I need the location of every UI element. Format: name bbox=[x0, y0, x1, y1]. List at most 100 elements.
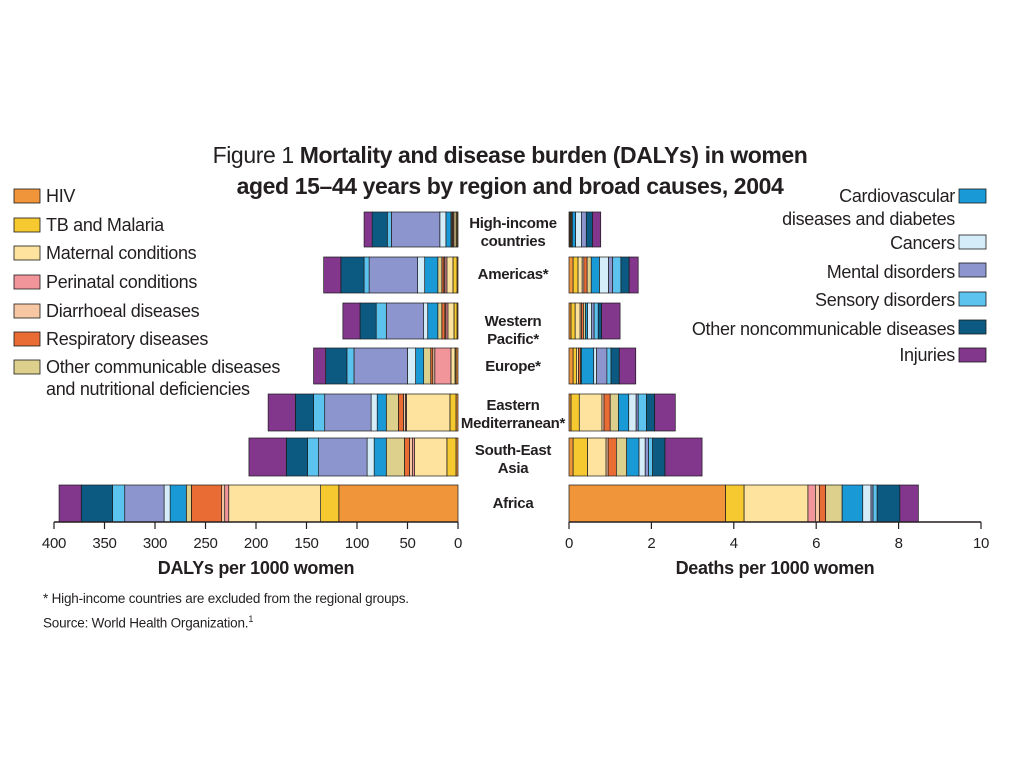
deaths-bar-europe-other-noncommunicable-diseases bbox=[610, 347, 620, 385]
deaths-bar-western-pacific-injuries bbox=[601, 302, 621, 340]
source-text: Source: World Health Organization. bbox=[43, 615, 249, 631]
deaths-bar-europe-tb-and-malaria bbox=[572, 347, 577, 385]
legend-label-other-noncommunicable-diseases: Other noncommunicable diseases bbox=[692, 319, 955, 339]
dalys-tick-label: 50 bbox=[399, 535, 415, 552]
dalys-bar-south-east-asia-maternal-conditions bbox=[414, 437, 448, 477]
source-line: Source: World Health Organization.1 bbox=[43, 609, 409, 634]
dalys-bar-eastern-mediterranean-cancers bbox=[370, 393, 378, 432]
deaths-bar-africa-injuries bbox=[899, 484, 919, 523]
deaths-tick-label: 10 bbox=[973, 535, 989, 552]
footnote-text: * High-income countries are excluded fro… bbox=[43, 591, 409, 606]
legend-swatch-perinatal-conditions bbox=[13, 274, 41, 290]
deaths-bar-africa-hiv bbox=[568, 484, 726, 523]
deaths-bar-africa-sensory-disorders bbox=[872, 484, 878, 523]
deaths-bar-africa-diarrhoeal-diseases bbox=[815, 484, 820, 523]
legend-swatch-injuries bbox=[958, 347, 987, 363]
deaths-bar-europe-cancers bbox=[593, 347, 597, 385]
dalys-tick-label: 0 bbox=[454, 535, 462, 552]
deaths-bar-western-pacific-tb-and-malaria bbox=[570, 302, 576, 340]
dalys-bar-western-pacific-respiratory-diseases bbox=[441, 302, 446, 340]
deaths-bar-americas-cancers bbox=[599, 256, 609, 294]
legend-label-other-communicable-diseases-and-nutritional-deficiencies: Other communicable diseases bbox=[46, 357, 280, 377]
dalys-bar-south-east-asia-tb-and-malaria bbox=[446, 437, 457, 477]
deaths-axis-title: Deaths per 1000 women bbox=[676, 558, 875, 578]
deaths-tick-label: 4 bbox=[730, 535, 738, 552]
deaths-bar-high-income-countries-injuries bbox=[592, 211, 602, 248]
deaths-bar-europe-hiv bbox=[568, 347, 574, 385]
deaths-bar-africa-other-communicable-diseases-and-nutritional-deficiencies bbox=[825, 484, 843, 523]
dalys-bar-south-east-asia-other-noncommunicable-diseases bbox=[285, 437, 308, 477]
dalys-bar-americas-other-communicable-diseases-and-nutritional-deficiencies bbox=[437, 256, 443, 294]
dalys-bar-eastern-mediterranean-cardiovascular-diseases-and-diabetes bbox=[376, 393, 387, 432]
dalys-bar-western-pacific-injuries bbox=[342, 302, 361, 340]
dalys-tick-label: 250 bbox=[193, 535, 217, 552]
category-label: Africa bbox=[493, 495, 535, 512]
deaths-bar-high-income-countries-other-noncommunicable-diseases bbox=[585, 211, 593, 248]
dalys-bar-europe-mental-disorders bbox=[353, 347, 408, 385]
dalys-bar-americas-sensory-disorders bbox=[363, 256, 370, 294]
deaths-bar-africa-cardiovascular-diseases-and-diabetes bbox=[841, 484, 864, 523]
dalys-bar-western-pacific-cardiovascular-diseases-and-diabetes bbox=[427, 302, 439, 340]
category-label: Americas* bbox=[478, 266, 549, 283]
deaths-bar-africa-tb-and-malaria bbox=[725, 484, 745, 523]
dalys-bar-south-east-asia-cancers bbox=[366, 437, 375, 477]
dalys-bar-eastern-mediterranean-respiratory-diseases bbox=[398, 393, 404, 432]
deaths-bar-south-east-asia-tb-and-malaria bbox=[572, 437, 588, 477]
legend-swatch-mental-disorders bbox=[958, 262, 987, 278]
dalys-tick-label: 150 bbox=[294, 535, 318, 552]
deaths-bar-europe-mental-disorders bbox=[596, 347, 608, 385]
dalys-bar-western-pacific-other-noncommunicable-diseases bbox=[359, 302, 377, 340]
dalys-bar-south-east-asia-respiratory-diseases bbox=[404, 437, 410, 477]
dalys-bar-western-pacific-tb-and-malaria bbox=[453, 302, 458, 340]
dalys-bar-high-income-countries-injuries bbox=[363, 211, 373, 248]
deaths-bar-americas-respiratory-diseases bbox=[583, 256, 588, 294]
category-label: Asia bbox=[498, 460, 529, 477]
dalys-bar-africa-perinatal-conditions bbox=[224, 484, 230, 523]
dalys-axis-title: DALYs per 1000 women bbox=[158, 558, 354, 578]
deaths-bar-americas-maternal-conditions bbox=[577, 256, 583, 294]
dalys-bar-eastern-mediterranean-maternal-conditions bbox=[406, 393, 451, 432]
footnote: * High-income countries are excluded fro… bbox=[43, 588, 409, 634]
deaths-bar-south-east-asia-other-communicable-diseases-and-nutritional-deficiencies bbox=[616, 437, 628, 477]
deaths-bar-americas-other-communicable-diseases-and-nutritional-deficiencies bbox=[586, 256, 592, 294]
category-label: Eastern bbox=[487, 397, 540, 414]
deaths-bar-eastern-mediterranean-respiratory-diseases bbox=[603, 393, 611, 432]
deaths-bar-americas-injuries bbox=[628, 256, 639, 294]
deaths-bar-south-east-asia-cardiovascular-diseases-and-diabetes bbox=[626, 437, 640, 477]
dalys-bar-eastern-mediterranean-tb-and-malaria bbox=[449, 393, 457, 432]
dalys-bar-eastern-mediterranean-other-noncommunicable-diseases bbox=[295, 393, 314, 432]
category-label: Europe* bbox=[485, 358, 541, 375]
dalys-bar-europe-injuries bbox=[313, 347, 327, 385]
deaths-bar-eastern-mediterranean-sensory-disorders bbox=[637, 393, 647, 432]
deaths-bar-europe-sensory-disorders bbox=[606, 347, 612, 385]
dalys-bar-americas-tb-and-malaria bbox=[452, 256, 458, 294]
deaths-bar-western-pacific-other-noncommunicable-diseases bbox=[597, 302, 602, 340]
deaths-bar-eastern-mediterranean-tb-and-malaria bbox=[570, 393, 580, 432]
dalys-bar-western-pacific-maternal-conditions bbox=[447, 302, 455, 340]
legend-label-tb-and-malaria: TB and Malaria bbox=[46, 215, 165, 235]
deaths-bar-south-east-asia-mental-disorders bbox=[644, 437, 649, 477]
deaths-bar-south-east-asia-respiratory-diseases bbox=[607, 437, 617, 477]
legend-swatch-respiratory-diseases bbox=[13, 331, 41, 347]
category-label: countries bbox=[481, 233, 546, 250]
deaths-bar-eastern-mediterranean-cardiovascular-diseases-and-diabetes bbox=[618, 393, 630, 432]
dalys-bar-western-pacific-mental-disorders bbox=[385, 302, 425, 340]
dalys-bar-high-income-countries-cancers bbox=[439, 211, 447, 248]
dalys-bar-eastern-mediterranean-sensory-disorders bbox=[313, 393, 326, 432]
deaths-bar-south-east-asia-maternal-conditions bbox=[587, 437, 607, 477]
deaths-bar-americas-other-noncommunicable-diseases bbox=[620, 256, 630, 294]
deaths-bar-americas-hiv bbox=[568, 256, 574, 294]
dalys-bar-western-pacific-sensory-disorders bbox=[375, 302, 387, 340]
dalys-bar-europe-other-noncommunicable-diseases bbox=[325, 347, 348, 385]
deaths-bar-americas-cardiovascular-diseases-and-diabetes bbox=[590, 256, 600, 294]
legend-swatch-cardiovascular-diseases-and-diabetes bbox=[958, 188, 987, 204]
deaths-bar-south-east-asia-other-noncommunicable-diseases bbox=[652, 437, 666, 477]
dalys-tick-label: 400 bbox=[42, 535, 66, 552]
legend-swatch-other-communicable-diseases-and-nutritional-deficiencies bbox=[13, 359, 41, 375]
deaths-bar-eastern-mediterranean-cancers bbox=[628, 393, 637, 432]
legend-label-injuries: Injuries bbox=[899, 345, 955, 365]
category-label: Pacific* bbox=[487, 331, 539, 348]
deaths-bar-western-pacific-mental-disorders bbox=[591, 302, 595, 340]
category-label: South-East bbox=[475, 442, 551, 459]
